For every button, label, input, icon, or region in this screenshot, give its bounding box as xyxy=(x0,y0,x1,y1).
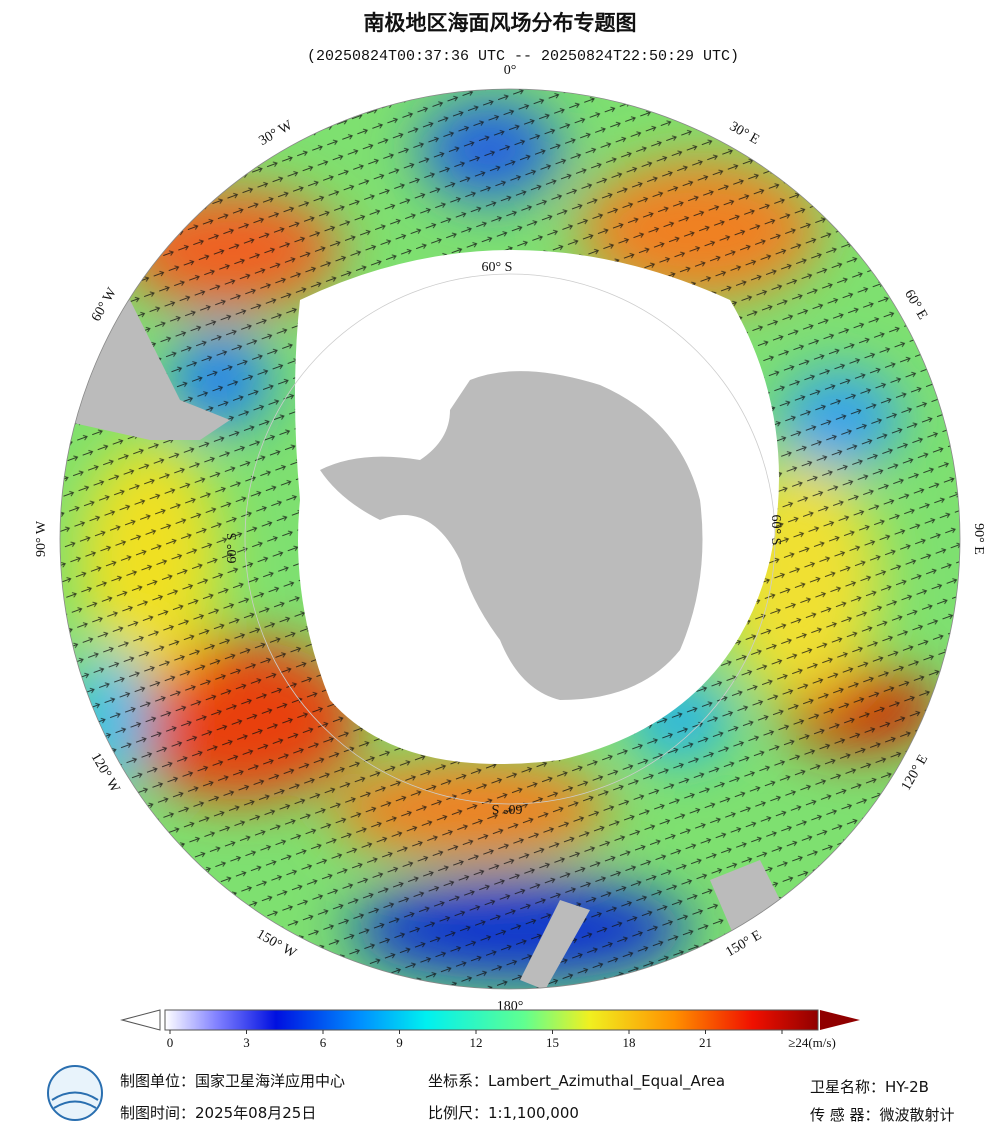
longitude-label: 60° E xyxy=(901,287,930,322)
footer-text: 制图时间：2025年08月25日 xyxy=(120,1104,316,1122)
footer-text: 坐标系：Lambert_Azimuthal_Equal_Area xyxy=(428,1072,725,1091)
logo xyxy=(47,1065,103,1121)
colorbar-label: 6 xyxy=(320,1035,327,1050)
colorbar-label: 9 xyxy=(396,1035,403,1050)
latitude-label: 60° S xyxy=(768,515,783,546)
latitude-label: 60° S xyxy=(492,801,523,816)
wind-field xyxy=(60,89,960,989)
latitude-label: 60° S xyxy=(225,533,240,564)
footer-text: 比例尺：1:1,100,000 xyxy=(428,1104,579,1122)
colorbar xyxy=(164,1009,819,1031)
colorbar-label: 18 xyxy=(623,1035,636,1050)
title: 南极地区海面风场分布专题图 xyxy=(364,11,637,35)
colorbar-label: 15 xyxy=(546,1035,559,1050)
colorbar-ticks: 0 3 6 9 12 15 18 21 ≥24(m/s) xyxy=(167,1030,836,1050)
colorbar-label: 12 xyxy=(470,1035,483,1050)
longitude-label: 0° xyxy=(504,63,517,78)
footer-text: 制图单位：国家卫星海洋应用中心 xyxy=(120,1072,345,1090)
longitude-label: 120° E xyxy=(899,752,931,793)
colorbar-label: 21 xyxy=(699,1035,712,1050)
colorbar-label: 0 xyxy=(167,1035,174,1050)
longitude-label: 30° W xyxy=(256,118,295,149)
longitude-label: 60° W xyxy=(89,285,120,324)
colorbar-label: 3 xyxy=(243,1035,250,1050)
colorbar-label: ≥24(m/s) xyxy=(788,1035,836,1050)
antarctica xyxy=(320,371,703,700)
footer-text: 卫星名称：HY-2B xyxy=(810,1078,929,1096)
latitude-label: 60° S xyxy=(482,260,513,275)
longitude-label: 30° E xyxy=(727,119,762,148)
longitude-label: 90° W xyxy=(34,520,49,557)
footer-text: 传 感 器：微波散射计 xyxy=(810,1106,955,1124)
longitude-label: 90° E xyxy=(971,523,986,555)
longitude-label: 150° E xyxy=(723,928,764,960)
graticule xyxy=(59,88,961,990)
subtitle: (20250824T00:37:36 UTC -- 20250824T22:50… xyxy=(307,48,739,65)
colorbar-low xyxy=(120,1009,161,1031)
colorbar-high xyxy=(820,1010,860,1030)
